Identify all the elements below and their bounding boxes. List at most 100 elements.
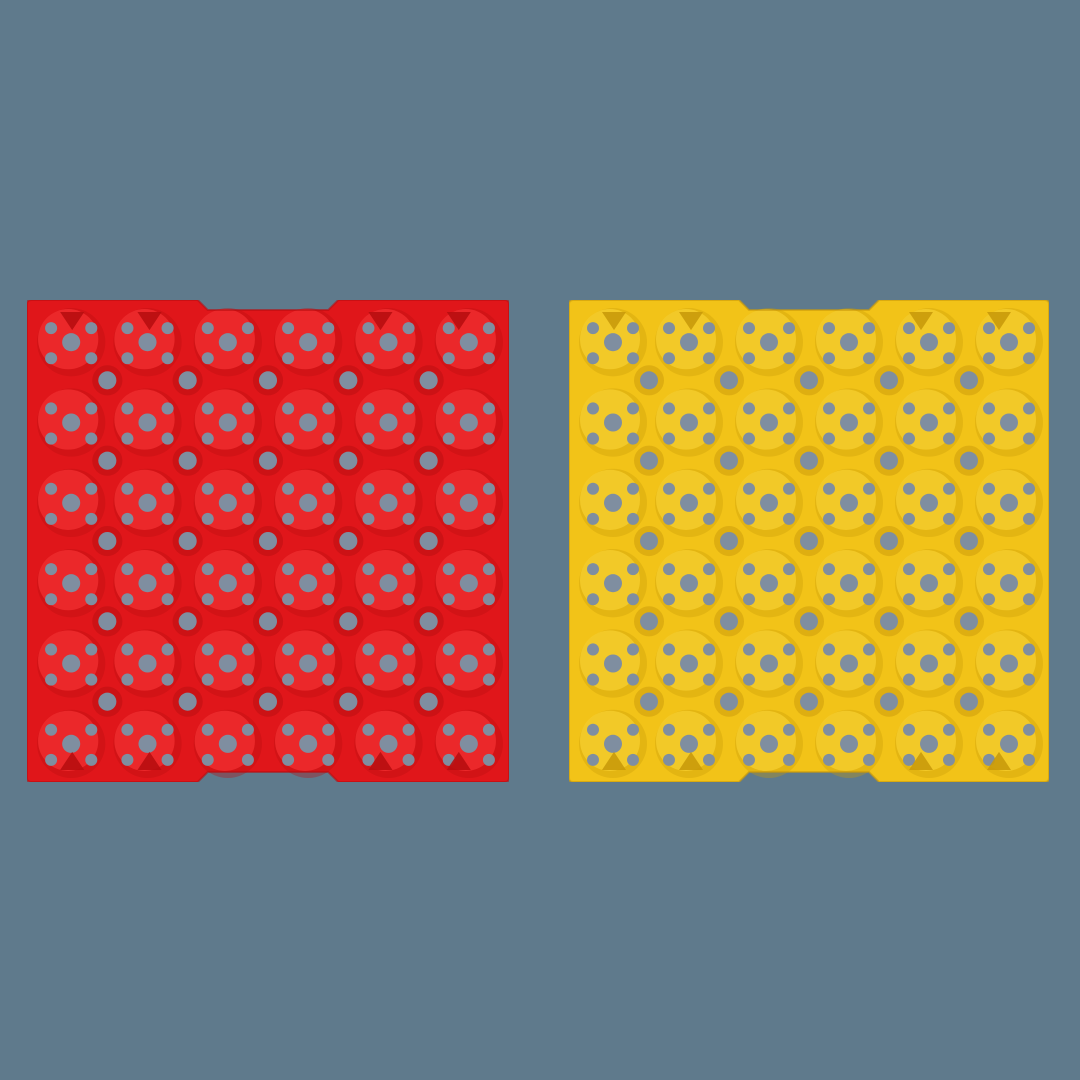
cup-center-hole	[138, 574, 157, 593]
vent-hole	[121, 322, 134, 335]
vent-hole	[201, 322, 214, 335]
vent-hole	[85, 673, 98, 686]
vent-hole	[322, 563, 335, 576]
egg-cup	[655, 549, 723, 618]
vent-hole	[482, 593, 495, 606]
vent-hole	[241, 643, 254, 656]
vent-hole	[823, 753, 835, 766]
vent-hole	[943, 563, 955, 576]
vent-hole	[442, 482, 455, 495]
vent-hole	[121, 753, 134, 766]
stacking-peg	[368, 312, 393, 331]
egg-cup	[37, 468, 106, 537]
vent-hole	[743, 482, 755, 495]
junction-hole	[339, 692, 358, 711]
vent-hole	[863, 512, 875, 525]
cup-center-hole	[680, 413, 698, 432]
vent-hole	[201, 352, 214, 365]
vent-hole	[983, 563, 995, 576]
vent-hole	[362, 322, 375, 335]
vent-hole	[823, 352, 835, 365]
junction-hole	[960, 371, 978, 390]
vent-hole	[85, 402, 98, 415]
cup-center-hole	[1000, 413, 1018, 432]
egg-cup	[37, 308, 106, 377]
junction-hole	[339, 531, 358, 551]
cup-center-hole	[604, 413, 622, 432]
vent-hole	[783, 482, 795, 495]
vent-hole	[627, 643, 639, 656]
vent-hole	[703, 402, 715, 415]
vent-hole	[402, 512, 415, 525]
vent-hole	[241, 563, 254, 576]
vent-hole	[322, 723, 335, 736]
vent-hole	[903, 673, 915, 686]
egg-cup	[735, 308, 803, 377]
egg-cup	[274, 549, 343, 618]
vent-hole	[587, 753, 599, 766]
vent-hole	[45, 402, 58, 415]
vent-hole	[783, 753, 795, 766]
junction-hole	[98, 531, 117, 551]
vent-hole	[45, 322, 58, 335]
junction-hole	[720, 692, 738, 711]
cup-center-hole	[920, 734, 938, 753]
stacking-peg	[909, 312, 933, 331]
egg-cup	[193, 308, 262, 377]
vent-hole	[1023, 432, 1035, 445]
stacking-peg	[987, 751, 1011, 770]
cup-center-hole	[840, 493, 858, 512]
cup-center-hole	[62, 574, 81, 593]
junction-hole	[419, 612, 438, 631]
egg-cup	[37, 709, 106, 778]
egg-cup	[113, 709, 182, 778]
junction-hole	[880, 531, 898, 551]
vent-hole	[703, 673, 715, 686]
vent-hole	[783, 673, 795, 686]
vent-hole	[45, 512, 58, 525]
vent-hole	[627, 482, 639, 495]
vent-hole	[783, 643, 795, 656]
vent-hole	[983, 352, 995, 365]
vent-hole	[943, 673, 955, 686]
vent-hole	[627, 593, 639, 606]
vent-hole	[282, 723, 295, 736]
vent-hole	[241, 723, 254, 736]
cup-center-hole	[920, 654, 938, 673]
egg-cup	[975, 629, 1043, 698]
vent-hole	[903, 432, 915, 445]
vent-hole	[663, 432, 675, 445]
vent-hole	[402, 723, 415, 736]
vent-hole	[943, 593, 955, 606]
vent-hole	[282, 643, 295, 656]
vent-hole	[743, 352, 755, 365]
vent-hole	[161, 512, 174, 525]
cup-center-hole	[604, 493, 622, 512]
egg-cup	[975, 468, 1043, 537]
vent-hole	[743, 753, 755, 766]
cup-center-hole	[604, 574, 622, 593]
vent-hole	[402, 593, 415, 606]
cup-center-hole	[920, 574, 938, 593]
cup-center-hole	[299, 413, 318, 432]
cup-center-hole	[218, 333, 237, 352]
junction-hole	[880, 371, 898, 390]
junction-hole	[720, 451, 738, 470]
vent-hole	[627, 402, 639, 415]
vent-hole	[1023, 673, 1035, 686]
vent-hole	[743, 322, 755, 335]
vent-hole	[783, 432, 795, 445]
junction-hole	[640, 612, 658, 631]
vent-hole	[863, 593, 875, 606]
vent-hole	[663, 593, 675, 606]
vent-hole	[482, 402, 495, 415]
vent-hole	[823, 563, 835, 576]
vent-hole	[863, 753, 875, 766]
vent-hole	[45, 482, 58, 495]
vent-hole	[45, 593, 58, 606]
vent-hole	[442, 512, 455, 525]
vent-hole	[241, 673, 254, 686]
junction-hole	[800, 371, 818, 390]
vent-hole	[282, 482, 295, 495]
stacking-peg	[909, 751, 933, 770]
